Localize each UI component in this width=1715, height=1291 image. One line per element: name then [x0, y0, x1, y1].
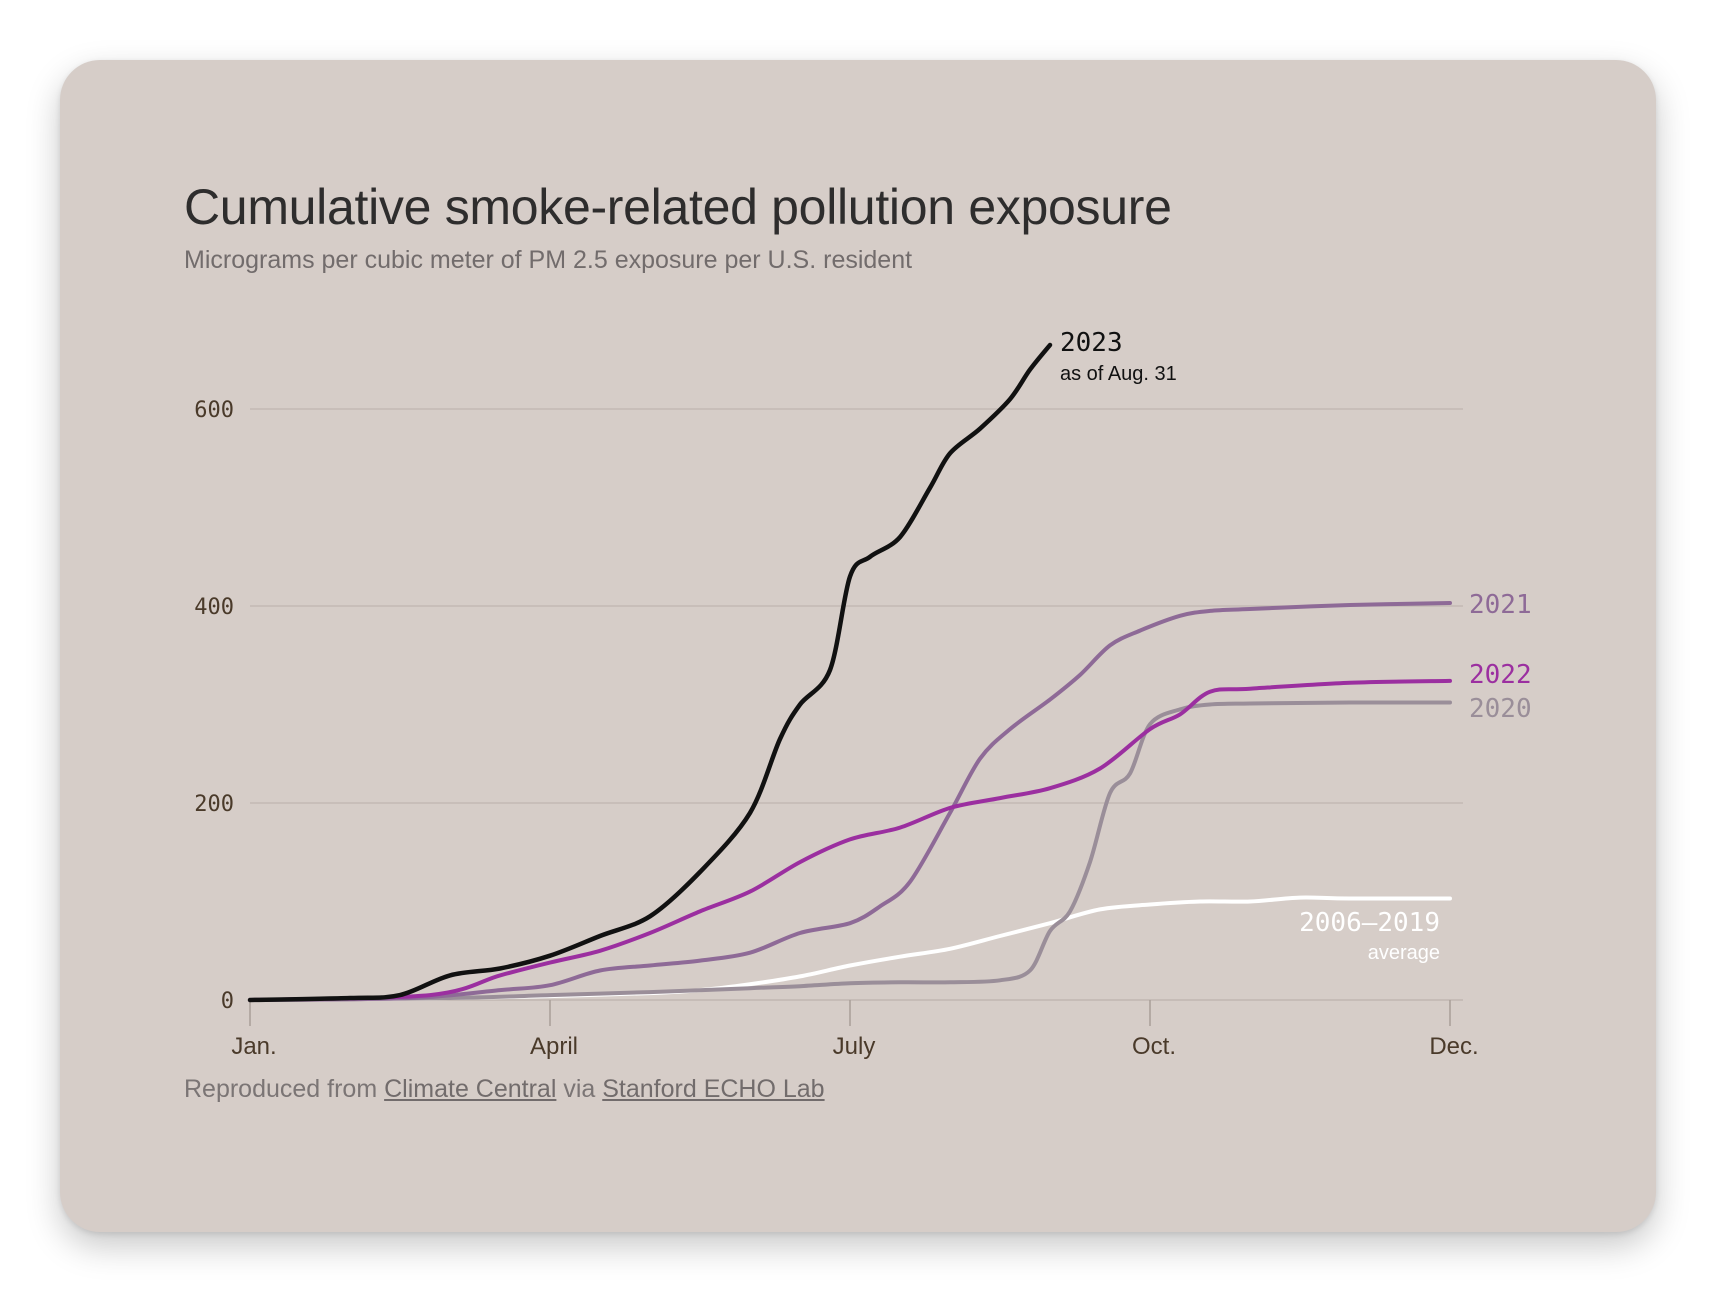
chart-subtitle: Micrograms per cubic meter of PM 2.5 exp… — [184, 246, 913, 274]
series-line-2020 — [248, 700, 1452, 1002]
label-2006-2019: 2006–2019 — [1299, 908, 1440, 938]
y-tick-label-200: 200 — [194, 792, 234, 817]
label-2021: 2021 — [1469, 590, 1532, 620]
label-2020: 2020 — [1469, 694, 1532, 724]
x-tick-label-4: Dec. — [1429, 1033, 1478, 1060]
y-tick-label-0: 0 — [221, 989, 234, 1014]
climate-central-link[interactable]: Climate Central — [384, 1075, 557, 1103]
chart-title: Cumulative smoke-related pollution expos… — [184, 179, 1172, 235]
series-line-2022 — [248, 678, 1452, 1002]
stanford-echo-lab-link[interactable]: Stanford ECHO Lab — [602, 1075, 825, 1103]
x-tick-label-2: July — [833, 1033, 876, 1060]
y-tick-label-400: 400 — [194, 595, 234, 620]
chart-card: Cumulative smoke-related pollution expos… — [60, 60, 1656, 1232]
source-prefix: Reproduced from — [184, 1075, 385, 1103]
y-tick-label-600: 600 — [194, 398, 234, 423]
source-credit: Reproduced from Climate Central via Stan… — [184, 1075, 825, 1104]
x-tick-label-3: Oct. — [1132, 1033, 1176, 1060]
series-line-2021 — [248, 601, 1452, 1002]
label-2006-2019-note: average — [1368, 942, 1440, 964]
source-middle: via — [556, 1075, 603, 1103]
line-chart: 0 200 400 600 Jan. April July Oct. Dec. 2023 as of… — [194, 328, 1532, 1060]
x-tick-label-0: Jan. — [231, 1033, 276, 1060]
label-2023: 2023 — [1060, 328, 1123, 358]
x-tick-label-1: April — [530, 1033, 578, 1060]
series-line-2023 — [247, 342, 1053, 1003]
label-2023-note: as of Aug. 31 — [1060, 363, 1177, 385]
label-2022: 2022 — [1469, 660, 1532, 690]
